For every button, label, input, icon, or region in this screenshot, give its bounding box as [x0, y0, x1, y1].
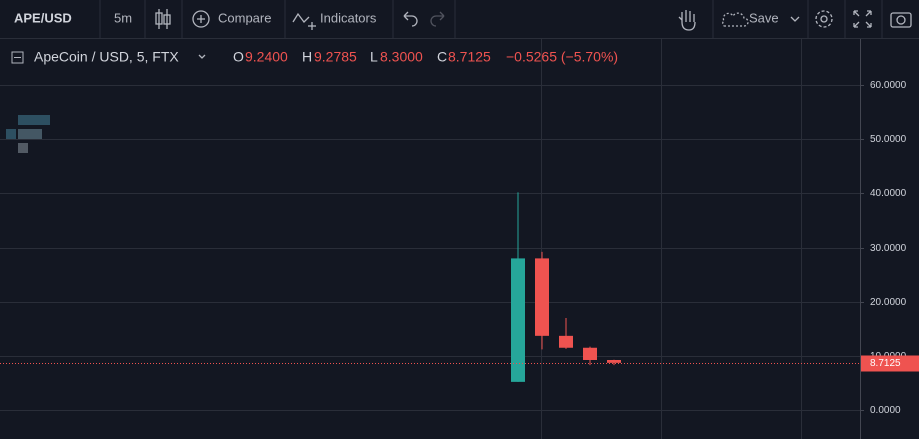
interval[interactable]: 5m — [114, 10, 132, 25]
legend-title: ApeCoin / USD, 5, FTX — [34, 49, 179, 65]
symbol[interactable]: APE/USD — [14, 10, 72, 25]
y-tick-label: 0.0000 — [870, 405, 901, 416]
redo-icon[interactable] — [430, 11, 445, 27]
fullscreen-icon[interactable] — [853, 10, 872, 28]
y-tick-label: 20.0000 — [870, 297, 907, 308]
collapse-legend[interactable] — [11, 51, 24, 64]
last-price-box — [861, 355, 919, 372]
candle-body — [535, 258, 549, 336]
y-tick-label: 50.0000 — [870, 134, 907, 145]
indicators-icon[interactable] — [292, 12, 316, 30]
open-label: O — [233, 49, 244, 65]
chart-style-icon[interactable] — [155, 9, 171, 29]
open-value: 9.2400 — [245, 49, 288, 65]
close-label: C — [437, 49, 447, 65]
save-button[interactable]: Save — [749, 10, 779, 25]
candle-body — [583, 347, 597, 360]
y-tick-label: 60.0000 — [870, 80, 907, 91]
indicators-button[interactable]: Indicators — [320, 10, 377, 25]
close-value: 8.7125 — [448, 49, 491, 65]
candle-body — [607, 359, 621, 363]
watermark-logo — [6, 115, 50, 153]
candle-body — [511, 258, 525, 382]
compare-button[interactable]: Compare — [218, 10, 271, 25]
high-value: 9.2785 — [314, 49, 357, 65]
cloud-icon[interactable] — [722, 12, 749, 27]
compare-icon[interactable] — [192, 10, 210, 28]
change-value: −0.5265 (−5.70%) — [506, 49, 618, 65]
undo-icon[interactable] — [403, 11, 418, 27]
candle-body — [559, 335, 573, 348]
legend-menu-icon[interactable] — [198, 54, 206, 59]
toolbar — [0, 0, 919, 38]
low-label: L — [370, 49, 378, 65]
plot-area — [0, 39, 861, 439]
y-tick-label: 40.0000 — [870, 188, 907, 199]
snapshot-icon[interactable] — [890, 12, 912, 28]
last-price-label: 8.7125 — [870, 358, 901, 369]
low-value: 8.3000 — [380, 49, 423, 65]
y-tick-label: 30.0000 — [870, 243, 907, 254]
hand-icon[interactable] — [678, 10, 696, 31]
save-menu-icon[interactable] — [790, 16, 800, 22]
settings-icon[interactable] — [815, 10, 833, 28]
high-label: H — [302, 49, 312, 65]
